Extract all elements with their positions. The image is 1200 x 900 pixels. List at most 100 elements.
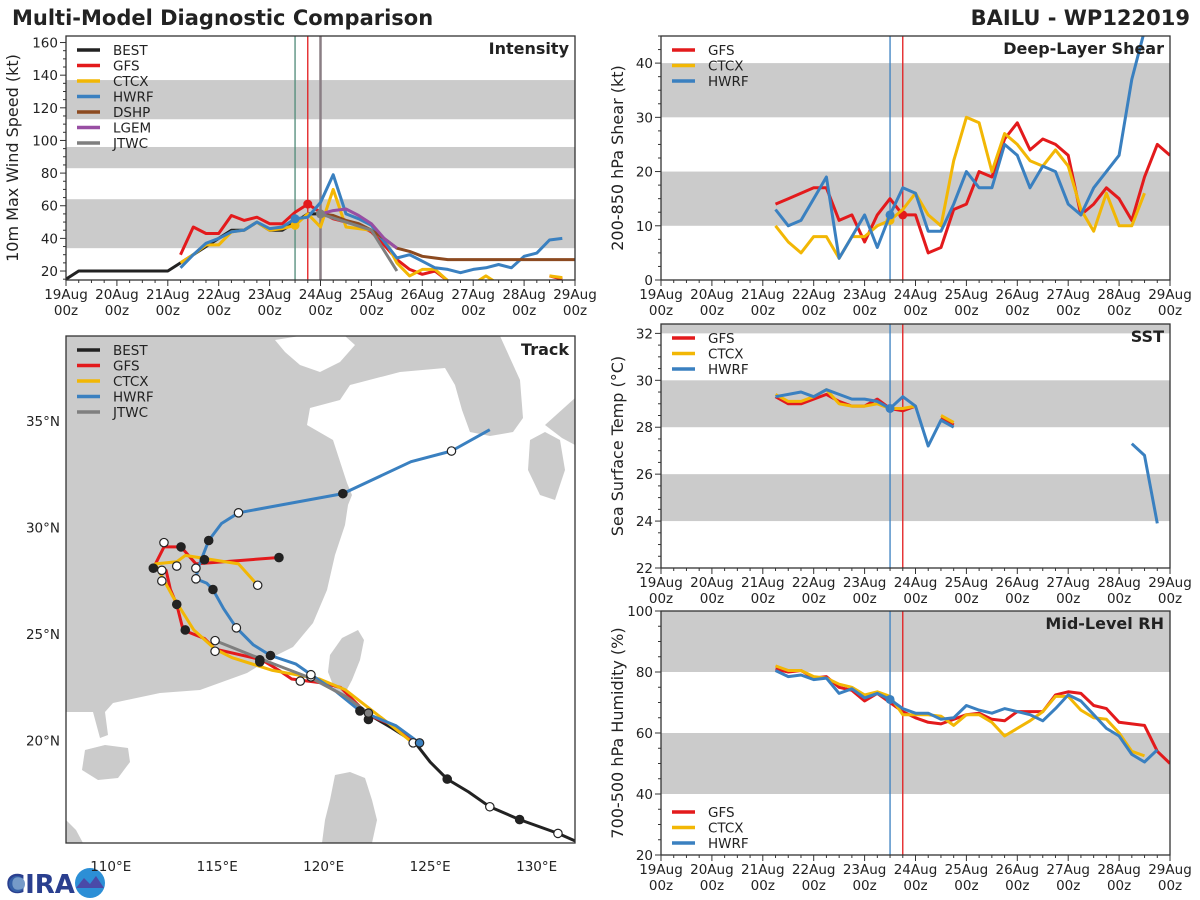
series-line-hwrf: [774, 36, 1145, 260]
intensity-band: [661, 611, 1170, 672]
track-marker-gfs: [148, 563, 159, 573]
x-tick-label: 28Aug: [1097, 287, 1141, 303]
sst-panel: 19Aug00z20Aug00z21Aug00z22Aug00z23Aug00z…: [608, 323, 1192, 607]
legend-label-hwrf: HWRF: [708, 836, 749, 852]
x-tick-label: 28Aug: [1097, 575, 1141, 591]
track-marker-gfs: [180, 625, 191, 635]
y-tick-label: 140: [32, 68, 58, 84]
x-tick-hour: 00z: [461, 303, 485, 319]
land-mainland-asia: [66, 336, 523, 738]
x-tick-label: 19Aug: [639, 575, 683, 591]
y-tick-label: 0: [644, 273, 653, 289]
x-tick-hour: 00z: [1056, 591, 1080, 607]
plot-area: [661, 324, 1170, 568]
land-vietnam: [66, 820, 83, 843]
legend-label-ctcx: CTCX: [113, 374, 149, 390]
track-marker-gfs: [159, 537, 169, 548]
series-line-jtwc: [320, 212, 399, 272]
track-marker-jtwc: [210, 635, 220, 646]
current-point-hwrf: [885, 210, 895, 220]
x-tick-label: 20Aug: [690, 575, 734, 591]
track-marker-hwrf: [306, 669, 316, 680]
x-tick-label: 28Aug: [502, 287, 546, 303]
lon-tick-label: 125°E: [410, 859, 451, 875]
bohai-sea: [275, 336, 355, 372]
x-tick-label: 19Aug: [639, 862, 683, 878]
legend-label-gfs: GFS: [708, 331, 735, 347]
x-tick-hour: 00z: [649, 303, 673, 319]
lat-tick-label: 20°N: [26, 734, 60, 750]
y-tick-label: 80: [41, 166, 58, 182]
track-marker-ctcx: [171, 561, 182, 571]
y-tick-label: 120: [32, 101, 58, 117]
track-marker-ctcx: [157, 576, 167, 586]
track-marker-best: [553, 828, 563, 839]
x-tick-label: 21Aug: [741, 287, 785, 303]
x-tick-label: 21Aug: [741, 575, 785, 591]
series-line-ctcx: [940, 414, 955, 424]
x-tick-hour: 00z: [156, 303, 180, 319]
x-tick-label: 27Aug: [1046, 575, 1090, 591]
y-tick-label: 30: [636, 110, 653, 126]
x-tick-hour: 00z: [563, 303, 587, 319]
track-marker-hwrf: [414, 738, 425, 748]
track-marker-hwrf: [265, 650, 276, 661]
intensity-band: [661, 733, 1170, 794]
track-marker-jtwc: [363, 708, 374, 718]
lon-tick-label: 115°E: [197, 859, 238, 875]
x-tick-label: 25Aug: [350, 287, 394, 303]
x-tick-label: 23Aug: [843, 575, 887, 591]
x-tick-label: 24Aug: [894, 287, 938, 303]
panel-title: Deep-Layer Shear: [1003, 39, 1164, 58]
y-tick-label: 60: [41, 199, 58, 215]
series-line-ctcx: [549, 274, 563, 280]
plot-content: [661, 36, 1170, 280]
x-tick-hour: 00z: [954, 878, 978, 894]
map-frame: [65, 335, 576, 844]
series-line-hwrf: [1130, 442, 1159, 524]
y-axis-label: 200-850 hPa Shear (kt): [608, 65, 627, 251]
legend-label-gfs: GFS: [113, 59, 140, 75]
series-line-gfs: [940, 416, 955, 427]
x-tick-label: 24Aug: [894, 575, 938, 591]
land-luzon: [322, 772, 377, 843]
track-marker-jtwc: [295, 676, 306, 686]
y-tick-label: 80: [636, 665, 653, 681]
x-tick-label: 27Aug: [1046, 287, 1090, 303]
cira-logo: CIRA: [6, 868, 105, 900]
x-tick-label: 20Aug: [690, 287, 734, 303]
legend-label-ctcx: CTCX: [708, 59, 744, 75]
x-tick-hour: 00z: [852, 303, 876, 319]
track-line-ctcx: [153, 553, 417, 747]
x-tick-hour: 00z: [802, 591, 826, 607]
panel-title: Intensity: [489, 39, 570, 58]
track-marker-gfs: [171, 599, 182, 610]
x-tick-label: 24Aug: [299, 287, 343, 303]
x-tick-hour: 00z: [105, 303, 129, 319]
x-tick-hour: 00z: [954, 591, 978, 607]
x-tick-hour: 00z: [1158, 303, 1182, 319]
current-point-gfs: [303, 199, 313, 209]
series-line-ctcx: [774, 664, 1146, 758]
track-marker-ctcx: [252, 580, 263, 591]
x-tick-hour: 00z: [852, 878, 876, 894]
legend-label-jtwc: JTWC: [112, 405, 148, 421]
track-marker-hwrf: [446, 446, 457, 456]
x-tick-label: 26Aug: [401, 287, 445, 303]
legend-label-ctcx: CTCX: [708, 821, 744, 837]
x-tick-label: 21Aug: [741, 862, 785, 878]
track-marker-best: [355, 706, 365, 716]
x-tick-hour: 00z: [1056, 878, 1080, 894]
legend-label-best: BEST: [113, 43, 148, 59]
land-hainan: [82, 745, 130, 780]
y-tick-label: 30: [636, 373, 653, 389]
legend-label-hwrf: HWRF: [708, 74, 749, 90]
lon-tick-label: 130°E: [516, 859, 557, 875]
x-tick-hour: 00z: [852, 591, 876, 607]
track-marker-best: [485, 801, 495, 812]
plot-content: [661, 324, 1170, 568]
